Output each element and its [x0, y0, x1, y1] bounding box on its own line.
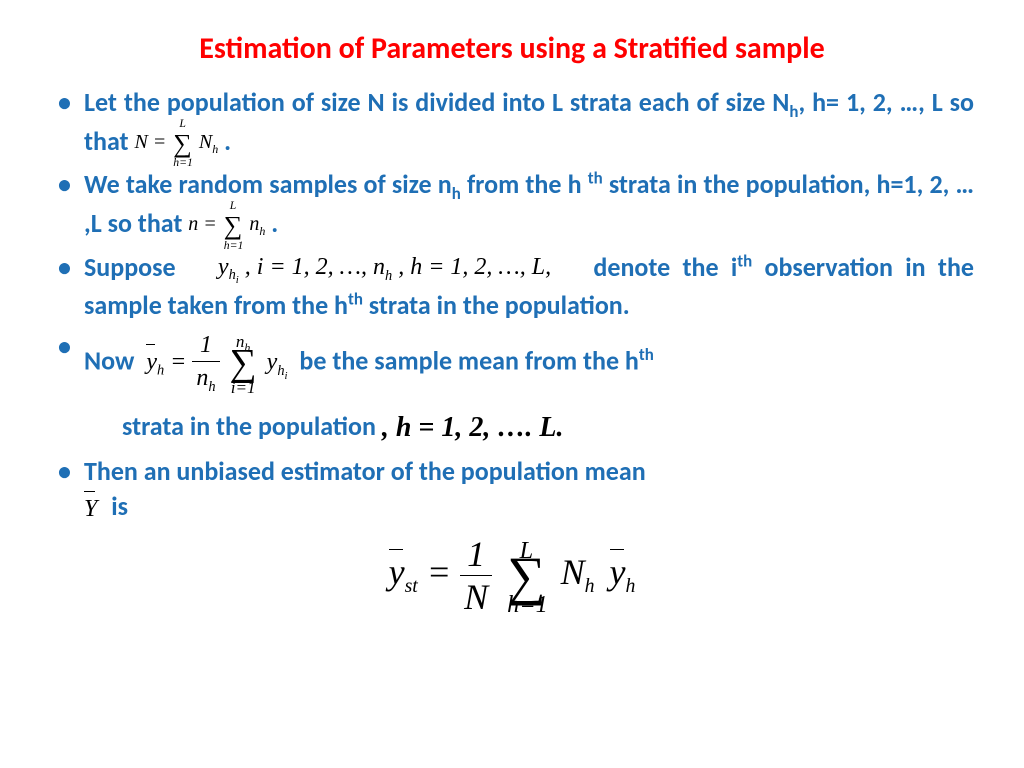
- text: .: [265, 207, 278, 239]
- text: is: [111, 490, 128, 522]
- var: y: [610, 552, 626, 592]
- var: y: [146, 349, 157, 375]
- bullet-4: Now yh = 1 nh nh ∑ i=1 yhi be the sample…: [50, 329, 974, 398]
- text: denote the i: [593, 251, 737, 283]
- formula-h-range: , h = 1, 2, …. L.: [382, 412, 564, 444]
- sub: i: [285, 369, 288, 381]
- slide-title: Estimation of Parameters using a Stratif…: [50, 30, 974, 67]
- bullet-3: Suppose yhi , i = 1, 2, …, nh , h = 1, 2…: [50, 250, 974, 323]
- sub: h: [208, 379, 215, 395]
- bullet-list: Let the population of size N is divided …: [50, 85, 974, 398]
- var-ybar: Y: [84, 493, 97, 525]
- sub: h: [626, 575, 636, 597]
- text: Now: [84, 345, 140, 377]
- sub: h: [157, 363, 164, 379]
- num: 1: [460, 533, 492, 576]
- text: strata in the population: [122, 410, 382, 442]
- eq: =: [170, 349, 192, 375]
- sub: i: [236, 274, 239, 286]
- bullet-list-2: Then an unbiased estimator of the popula…: [50, 454, 974, 525]
- sum-top: L: [224, 198, 243, 214]
- var: N: [561, 552, 585, 592]
- formula-littlen-sum: n = L ∑ h=1 nh: [188, 208, 265, 243]
- sum-bot: i=1: [230, 376, 257, 399]
- text: Suppose: [84, 251, 188, 283]
- var: Y: [84, 496, 97, 522]
- sum-top: L: [507, 537, 546, 565]
- sigma-icon: ∑: [173, 129, 192, 158]
- text: be the sample mean from the h: [299, 345, 638, 377]
- range: , h = 1, 2, …, L,: [398, 254, 551, 280]
- eq-rhs: n: [249, 214, 259, 236]
- bullet-5: Then an unbiased estimator of the popula…: [50, 454, 974, 525]
- sup-th: th: [588, 168, 603, 189]
- formula-ybar-st: yst = 1 N L ∑ h=1 Nh yh: [50, 533, 974, 618]
- text: strata in the population.: [363, 289, 630, 321]
- var: y: [389, 552, 405, 592]
- den: n: [196, 365, 208, 391]
- sum-bot: h=1: [507, 591, 546, 619]
- range: , i = 1, 2, …, n: [245, 254, 385, 280]
- eq-lhs: N =: [134, 131, 166, 153]
- continuation-text: strata in the population , h = 1, 2, …. …: [122, 410, 974, 445]
- var-y: y: [218, 254, 229, 280]
- sup-th: th: [639, 344, 654, 365]
- text: We take random samples of size n: [84, 168, 452, 200]
- sub: h: [244, 340, 250, 354]
- formula-ybar-h: yh = 1 nh nh ∑ i=1 yhi: [146, 329, 287, 398]
- formula-yhi-def: yhi , i = 1, 2, …, nh , h = 1, 2, …, L,: [188, 251, 581, 288]
- eq-lhs: n =: [188, 214, 217, 236]
- eq: =: [427, 552, 460, 592]
- sub: h: [229, 267, 236, 283]
- den: N: [460, 576, 492, 618]
- sup-th: th: [348, 288, 363, 309]
- sub: h: [385, 267, 392, 283]
- num: 1: [192, 329, 219, 362]
- eq-rhs: N: [199, 131, 212, 153]
- text: Let the population of size N is divided …: [84, 86, 789, 118]
- sub-h: h: [452, 183, 461, 204]
- bullet-1: Let the population of size N is divided …: [50, 85, 974, 161]
- sigma-icon: ∑: [224, 211, 243, 240]
- sum-top: L: [173, 116, 192, 132]
- text: Then an unbiased estimator of the popula…: [84, 455, 646, 487]
- slide: Estimation of Parameters using a Stratif…: [0, 0, 1024, 768]
- text: .: [218, 125, 231, 157]
- sup-th: th: [737, 250, 752, 271]
- var: y: [267, 349, 278, 375]
- sub: h: [277, 363, 284, 379]
- formula-n-sum: N = L ∑ h=1 Nh: [134, 126, 218, 161]
- text: from the h: [461, 168, 588, 200]
- bullet-2: We take random samples of size nh from t…: [50, 167, 974, 243]
- sub: h: [585, 575, 595, 597]
- sub: st: [405, 575, 418, 597]
